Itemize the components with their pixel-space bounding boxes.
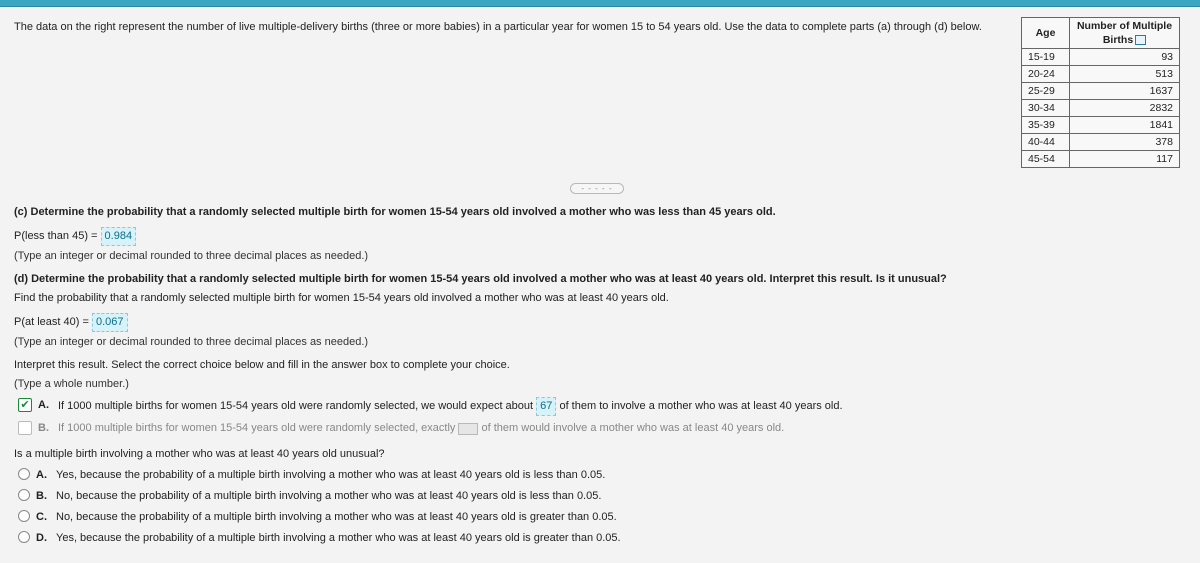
- part-d-answer-input[interactable]: 0.067: [92, 313, 128, 332]
- top-accent-bar: [0, 0, 1200, 7]
- table-row: 35-391841: [1022, 117, 1180, 134]
- main-prompt: The data on the right represent the numb…: [14, 17, 1009, 36]
- radio-icon[interactable]: [18, 531, 30, 543]
- table-row: 15-1993: [1022, 49, 1180, 66]
- choice-a-fill[interactable]: 67: [536, 397, 556, 416]
- radio-letter: A.: [36, 467, 50, 484]
- interpret-choice-b[interactable]: B. If 1000 multiple births for women 15-…: [18, 420, 1180, 437]
- choice-letter: B.: [38, 420, 52, 437]
- radio-letter: B.: [36, 488, 50, 505]
- radio-icon[interactable]: [18, 489, 30, 501]
- radio-text: Yes, because the probability of a multip…: [56, 530, 621, 547]
- radio-letter: D.: [36, 530, 50, 547]
- top-row: The data on the right represent the numb…: [14, 17, 1180, 168]
- radio-icon[interactable]: [18, 510, 30, 522]
- table-row: 45-54117: [1022, 151, 1180, 168]
- part-d-instruction: (Type an integer or decimal rounded to t…: [14, 334, 1180, 351]
- unusual-option-c[interactable]: C. No, because the probability of a mult…: [18, 509, 1180, 526]
- choice-a-text: If 1000 multiple births for women 15-54 …: [58, 397, 843, 416]
- radio-text: No, because the probability of a multipl…: [56, 509, 617, 526]
- table-row: 25-291637: [1022, 83, 1180, 100]
- choice-letter: A.: [38, 397, 52, 414]
- part-d-question: (d) Determine the probability that a ran…: [14, 273, 947, 285]
- part-d-find-line: Find the probability that a randomly sel…: [14, 290, 1180, 307]
- table-row: 30-342832: [1022, 100, 1180, 117]
- choice-b-fill[interactable]: [458, 423, 478, 435]
- part-c: (c) Determine the probability that a ran…: [14, 204, 1180, 265]
- interpret-heading: Interpret this result. Select the correc…: [14, 357, 1180, 374]
- table-header-age: Age: [1022, 18, 1070, 49]
- part-c-instruction: (Type an integer or decimal rounded to t…: [14, 248, 1180, 265]
- radio-text: Yes, because the probability of a multip…: [56, 467, 605, 484]
- radio-letter: C.: [36, 509, 50, 526]
- unusual-option-b[interactable]: B. No, because the probability of a mult…: [18, 488, 1180, 505]
- table-header-births: Number of Multiple Births: [1070, 18, 1180, 49]
- table-row: 20-24513: [1022, 66, 1180, 83]
- radio-text: No, because the probability of a multipl…: [56, 488, 601, 505]
- check-slot-empty[interactable]: [18, 421, 32, 435]
- unusual-option-a[interactable]: A. Yes, because the probability of a mul…: [18, 467, 1180, 484]
- table-row: 40-44378: [1022, 134, 1180, 151]
- question-content: The data on the right represent the numb…: [0, 7, 1200, 563]
- data-table: Age Number of Multiple Births 15-1993 20…: [1021, 17, 1180, 168]
- radio-icon[interactable]: [18, 468, 30, 480]
- unusual-question: Is a multiple birth involving a mother w…: [14, 446, 1180, 463]
- interpret-choice-a[interactable]: ✔ A. If 1000 multiple births for women 1…: [18, 397, 1180, 416]
- unusual-option-d[interactable]: D. Yes, because the probability of a mul…: [18, 530, 1180, 547]
- part-c-answer-input[interactable]: 0.984: [101, 227, 137, 246]
- interpret-sub: (Type a whole number.): [14, 376, 1180, 393]
- table-popup-icon[interactable]: [1135, 35, 1146, 45]
- check-icon[interactable]: ✔: [18, 398, 32, 412]
- part-c-question: (c) Determine the probability that a ran…: [14, 206, 776, 218]
- data-table-wrap: Age Number of Multiple Births 15-1993 20…: [1021, 17, 1180, 168]
- section-divider: - - - - -: [14, 182, 1180, 194]
- choice-b-text: If 1000 multiple births for women 15-54 …: [58, 420, 784, 437]
- part-d: (d) Determine the probability that a ran…: [14, 271, 1180, 547]
- part-d-answer-label: P(at least 40) =: [14, 316, 92, 328]
- part-c-answer-label: P(less than 45) =: [14, 230, 101, 242]
